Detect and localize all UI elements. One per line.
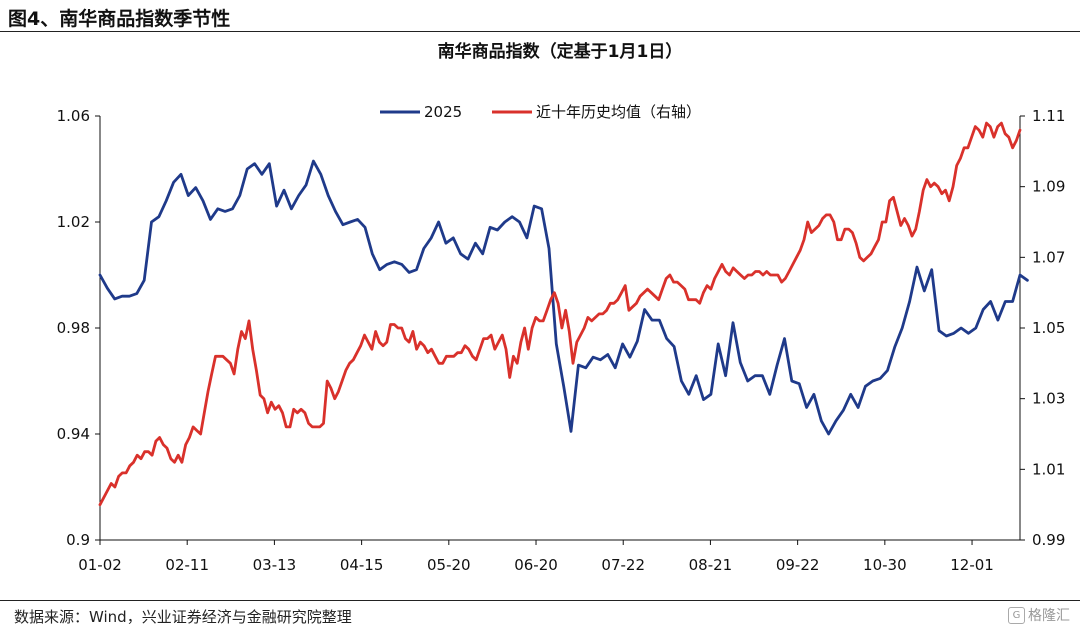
y-left-tick-label: 0.94 [57, 425, 90, 443]
y-right-tick-label: 1.05 [1032, 319, 1065, 337]
plot-area [98, 121, 1029, 507]
y-right-tick-label: 1.03 [1032, 390, 1065, 408]
series-line-2025 [98, 159, 1029, 436]
x-tick-label: 09-22 [776, 556, 820, 574]
y-right-tick-label: 1.11 [1032, 107, 1065, 125]
watermark-text: 格隆汇 [1028, 608, 1070, 624]
top-rule [0, 31, 1080, 32]
legend: 2025 近十年历史均值（右轴） [380, 103, 701, 121]
series-line-ten-year-average [98, 121, 1022, 507]
y-left-tick-label: 0.9 [66, 531, 90, 549]
watermark: G 格隆汇 [1008, 605, 1070, 625]
x-tick-label: 01-02 [78, 556, 122, 574]
x-tick-label: 07-22 [601, 556, 645, 574]
x-tick-label: 12-01 [950, 556, 994, 574]
x-tick-label: 02-11 [165, 556, 209, 574]
bottom-rule [0, 600, 1080, 601]
legend-label-2025: 2025 [424, 103, 462, 121]
y-right-tick-label: 0.99 [1032, 531, 1065, 549]
axes: 0.9 0.94 0.98 1.02 1.06 0.99 1.01 1.03 1.05 1.07 1… [57, 107, 1066, 574]
y-left-tick-label: 1.06 [57, 107, 90, 125]
y-left-tick-label: 0.98 [57, 319, 90, 337]
legend-label-avg: 近十年历史均值（右轴） [536, 103, 701, 121]
x-tick-label: 05-20 [427, 556, 471, 574]
x-tick-label: 03-13 [253, 556, 297, 574]
y-right-tick-label: 1.01 [1032, 460, 1065, 478]
y-right-tick-label: 1.07 [1032, 248, 1065, 266]
line-chart: 南华商品指数（定基于1月1日） 2025 近十年历史均值（右轴） 0.9 0.94… [57, 41, 1066, 574]
chart-title: 南华商品指数（定基于1月1日） [438, 41, 683, 62]
source-note: 数据来源：Wind，兴业证券经济与金融研究院整理 [14, 608, 352, 626]
x-tick-label: 06-20 [514, 556, 558, 574]
x-tick-label: 04-15 [340, 556, 384, 574]
figure-title: 图4、南华商品指数季节性 [8, 8, 231, 30]
y-right-tick-label: 1.09 [1032, 178, 1065, 196]
x-tick-label: 08-21 [689, 556, 733, 574]
y-left-tick-label: 1.02 [57, 213, 90, 231]
watermark-logo-icon: G [1008, 606, 1025, 624]
x-tick-label: 10-30 [863, 556, 907, 574]
